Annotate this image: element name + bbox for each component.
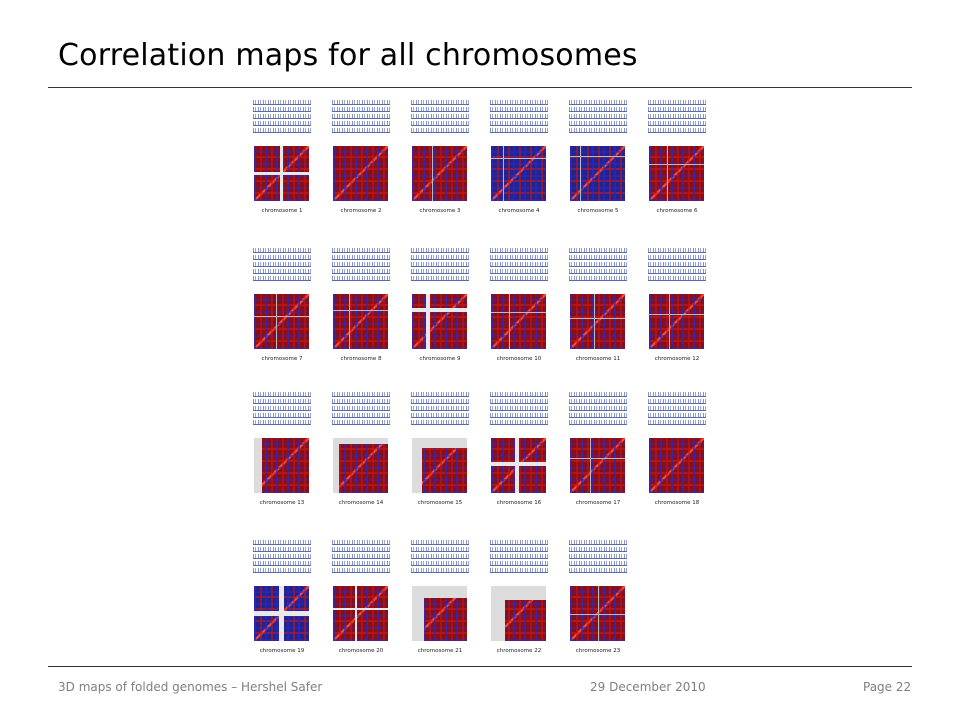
chromosome-label: chromosome 20 [338, 648, 384, 654]
correlation-heatmap [570, 438, 625, 493]
chromosome-panel-11: chromosome 11 [568, 248, 628, 368]
chromosome-panel-18: chromosome 18 [647, 392, 707, 512]
chromosome-label: chromosome 12 [654, 356, 700, 362]
chromosome-panel-20: chromosome 20 [331, 540, 391, 660]
correlation-heatmap [570, 146, 625, 201]
chromosome-label: chromosome 15 [417, 500, 463, 506]
correlation-heatmap [412, 438, 467, 493]
chromosome-label: chromosome 9 [419, 356, 461, 362]
correlation-map-grid: chromosome 1 chromosome 2 chromosome 3 c… [252, 100, 708, 660]
chromosome-label: chromosome 22 [496, 648, 542, 654]
signal-tracks [490, 392, 548, 430]
chromosome-label: chromosome 7 [261, 356, 303, 362]
chromosome-label: chromosome 3 [419, 208, 461, 214]
chromosome-panel-6: chromosome 6 [647, 100, 707, 220]
footer-divider [48, 666, 912, 667]
signal-tracks [648, 100, 706, 138]
correlation-heatmap [412, 146, 467, 201]
correlation-heatmap [412, 586, 467, 641]
signal-tracks [569, 392, 627, 430]
signal-tracks [490, 248, 548, 286]
signal-tracks [411, 248, 469, 286]
chromosome-panel-15: chromosome 15 [410, 392, 470, 512]
correlation-heatmap [254, 438, 309, 493]
signal-tracks [648, 392, 706, 430]
chromosome-panel-16: chromosome 16 [489, 392, 549, 512]
chromosome-panel-9: chromosome 9 [410, 248, 470, 368]
chromosome-panel-4: chromosome 4 [489, 100, 549, 220]
correlation-heatmap [649, 146, 704, 201]
signal-tracks [569, 248, 627, 286]
correlation-heatmap [254, 146, 309, 201]
chromosome-panel-17: chromosome 17 [568, 392, 628, 512]
signal-tracks [253, 392, 311, 430]
chromosome-panel-3: chromosome 3 [410, 100, 470, 220]
signal-tracks [332, 540, 390, 578]
chromosome-panel-19: chromosome 19 [252, 540, 312, 660]
chromosome-panel-5: chromosome 5 [568, 100, 628, 220]
correlation-heatmap [333, 294, 388, 349]
signal-tracks [648, 248, 706, 286]
signal-tracks [411, 100, 469, 138]
chromosome-label: chromosome 11 [575, 356, 621, 362]
signal-tracks [332, 100, 390, 138]
chromosome-label: chromosome 21 [417, 648, 463, 654]
correlation-heatmap [649, 438, 704, 493]
signal-tracks [569, 100, 627, 138]
chromosome-panel-12: chromosome 12 [647, 248, 707, 368]
correlation-heatmap [412, 294, 467, 349]
chromosome-panel-10: chromosome 10 [489, 248, 549, 368]
footer-page-number: Page 22 [863, 680, 912, 694]
signal-tracks [253, 540, 311, 578]
chromosome-label: chromosome 2 [340, 208, 382, 214]
title-divider [48, 87, 912, 88]
chromosome-label: chromosome 13 [259, 500, 305, 506]
slide-title: Correlation maps for all chromosomes [58, 38, 638, 73]
signal-tracks [253, 100, 311, 138]
signal-tracks [332, 248, 390, 286]
chromosome-label: chromosome 4 [498, 208, 540, 214]
signal-tracks [569, 540, 627, 578]
signal-tracks [490, 100, 548, 138]
chromosome-panel-22: chromosome 22 [489, 540, 549, 660]
chromosome-panel-8: chromosome 8 [331, 248, 391, 368]
correlation-heatmap [333, 438, 388, 493]
correlation-heatmap [254, 294, 309, 349]
chromosome-label: chromosome 10 [496, 356, 542, 362]
correlation-heatmap [570, 294, 625, 349]
chromosome-label: chromosome 17 [575, 500, 621, 506]
chromosome-panel-2: chromosome 2 [331, 100, 391, 220]
signal-tracks [411, 392, 469, 430]
signal-tracks [490, 540, 548, 578]
chromosome-label: chromosome 6 [656, 208, 698, 214]
chromosome-label: chromosome 16 [496, 500, 542, 506]
chromosome-panel-23: chromosome 23 [568, 540, 628, 660]
correlation-heatmap [491, 438, 546, 493]
chromosome-label: chromosome 19 [259, 648, 305, 654]
chromosome-label: chromosome 8 [340, 356, 382, 362]
correlation-heatmap [491, 294, 546, 349]
chromosome-panel-1: chromosome 1 [252, 100, 312, 220]
chromosome-label: chromosome 5 [577, 208, 619, 214]
correlation-heatmap [491, 586, 546, 641]
chromosome-panel-7: chromosome 7 [252, 248, 312, 368]
signal-tracks [253, 248, 311, 286]
correlation-heatmap [570, 586, 625, 641]
chromosome-label: chromosome 23 [575, 648, 621, 654]
chromosome-label: chromosome 18 [654, 500, 700, 506]
correlation-heatmap [254, 586, 309, 641]
chromosome-label: chromosome 14 [338, 500, 384, 506]
correlation-heatmap [333, 146, 388, 201]
chromosome-panel-14: chromosome 14 [331, 392, 391, 512]
footer-date: 29 December 2010 [590, 680, 706, 694]
chromosome-panel-13: chromosome 13 [252, 392, 312, 512]
footer-presentation-title: 3D maps of folded genomes – Hershel Safe… [58, 680, 323, 694]
signal-tracks [332, 392, 390, 430]
signal-tracks [411, 540, 469, 578]
chromosome-panel-21: chromosome 21 [410, 540, 470, 660]
correlation-heatmap [333, 586, 388, 641]
chromosome-label: chromosome 1 [261, 208, 303, 214]
correlation-heatmap [649, 294, 704, 349]
correlation-heatmap [491, 146, 546, 201]
